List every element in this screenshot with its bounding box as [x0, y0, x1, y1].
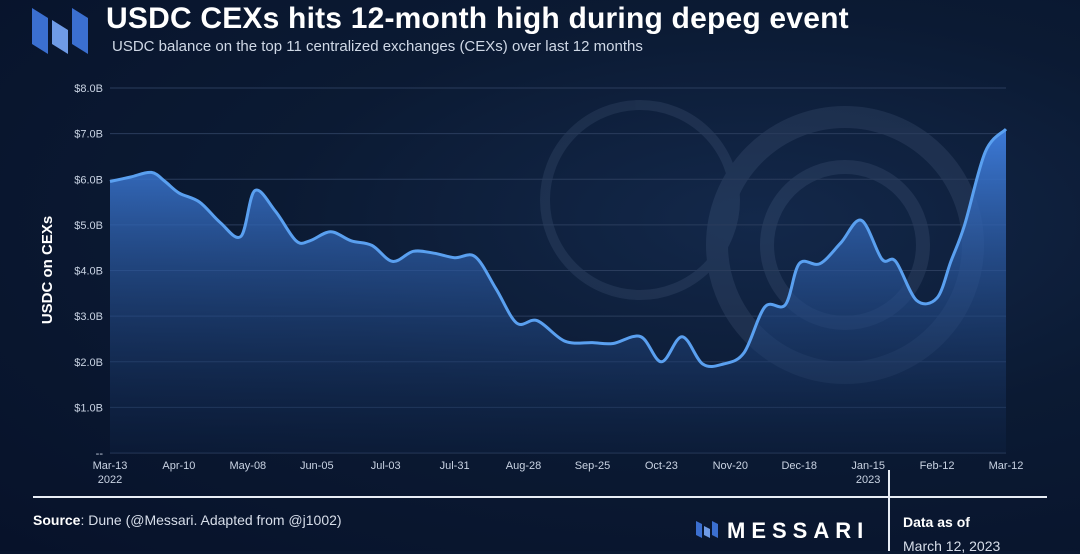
x-tick-label: Aug-28	[506, 460, 541, 472]
x-tick-label: Oct-23	[645, 460, 678, 472]
y-tick-label: $5.0B	[74, 220, 103, 232]
y-tick-label: $3.0B	[74, 311, 103, 323]
footer-divider-line	[33, 496, 1047, 498]
source-label: Source	[33, 512, 81, 528]
usdc-balance-line	[109, 127, 1008, 369]
y-tick-label: $2.0B	[74, 357, 103, 369]
messari-logo-icon	[30, 4, 94, 61]
x-tick-year-label: 2023	[856, 474, 880, 486]
y-tick-label: $7.0B	[74, 129, 103, 141]
x-tick-label: Mar-13	[93, 460, 128, 472]
y-tick-label: $6.0B	[74, 174, 103, 186]
x-tick-year-label: 2022	[98, 474, 122, 486]
x-tick-label: Jul-31	[440, 460, 470, 472]
x-tick-label: Mar-12	[989, 460, 1024, 472]
data-date: March 12, 2023	[903, 538, 1001, 554]
x-tick-label: Nov-20	[713, 460, 748, 472]
x-tick-label: Apr-10	[162, 460, 195, 472]
x-tick-label: Jul-03	[371, 460, 401, 472]
y-tick-label: $4.0B	[74, 266, 103, 278]
usdc-balance-area	[110, 129, 1006, 453]
data-as-of-label: Data as of	[903, 514, 970, 530]
footer-vertical-divider	[888, 470, 890, 551]
brand-wordmark: MESSARI	[727, 518, 870, 543]
x-tick-label: May-08	[230, 460, 267, 472]
x-tick-label: Dec-18	[781, 460, 816, 472]
messari-brand: MESSARI	[695, 518, 869, 544]
y-tick-label: $8.0B	[74, 83, 103, 95]
x-tick-label: Jun-05	[300, 460, 334, 472]
x-tick-label: Sep-25	[575, 460, 610, 472]
x-tick-label: Jan-15	[851, 460, 885, 472]
y-tick-label: --	[96, 448, 104, 460]
chart-subtitle: USDC balance on the top 11 centralized e…	[112, 38, 643, 55]
x-tick-label: Feb-12	[920, 460, 955, 472]
chart-title: USDC CEXs hits 12-month high during depe…	[106, 2, 849, 35]
y-axis-label: USDC on CEXs	[39, 216, 56, 324]
source-note: Source: Dune (@Messari. Adapted from @j1…	[33, 512, 342, 528]
source-text: : Dune (@Messari. Adapted from @j1002)	[80, 512, 342, 528]
y-tick-label: $1.0B	[74, 402, 103, 414]
messari-brand-icon	[695, 519, 719, 544]
